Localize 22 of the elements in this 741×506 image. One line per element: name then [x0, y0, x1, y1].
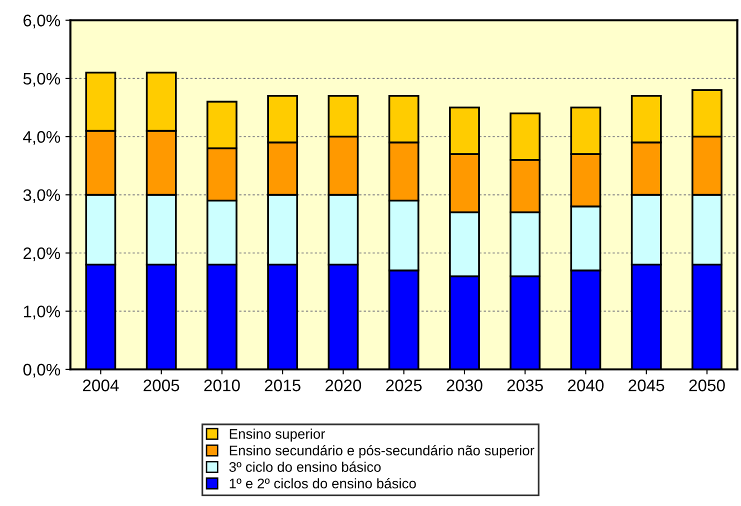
legend-label: 1º e 2º ciclos do ensino básico: [230, 478, 416, 488]
y-tick-label: 3,0%: [23, 189, 60, 203]
y-tick-label: 0,0%: [23, 364, 60, 378]
y-tick-label: 4,0%: [23, 131, 60, 145]
x-tick-label: 2005: [144, 380, 180, 392]
x-tick-label: 2020: [326, 380, 362, 392]
x-tick-label: 2030: [446, 380, 482, 392]
legend-label: Ensino secundário e pós-secundário não superior: [230, 445, 534, 458]
x-tick-label: 2040: [568, 380, 604, 392]
legend-label: Ensino superior: [230, 428, 326, 442]
legend-label: 3º ciclo do ensino básico: [229, 462, 381, 472]
y-tick-label: 2,0%: [24, 247, 60, 262]
x-tick-label: 2015: [264, 380, 300, 392]
x-tick-label: 2035: [507, 380, 543, 392]
x-tick-label: 2010: [204, 380, 240, 392]
y-tick-label: 1,0%: [24, 306, 60, 320]
x-tick-label: 2050: [689, 380, 725, 392]
x-tick-label: 2025: [386, 380, 422, 392]
x-tick-label: 2004: [83, 380, 119, 392]
y-tick-label: 6,0%: [24, 14, 60, 28]
y-tick-label: 5,0%: [23, 72, 60, 87]
x-tick-label: 2045: [628, 380, 664, 392]
